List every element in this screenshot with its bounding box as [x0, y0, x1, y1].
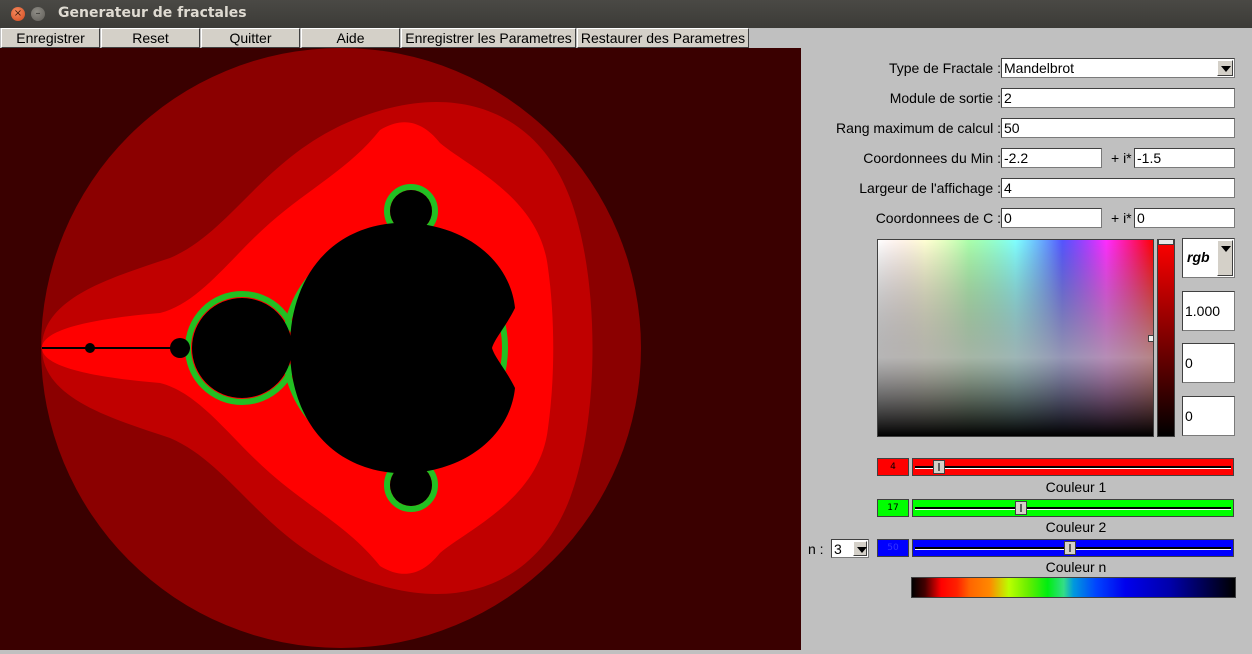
- fractal-canvas[interactable]: [0, 48, 801, 650]
- color-cursor[interactable]: [1148, 335, 1153, 342]
- slider-track: [915, 507, 1231, 510]
- value-slider-thumb[interactable]: [1158, 239, 1174, 245]
- escape-field[interactable]: 2: [1001, 88, 1235, 108]
- restore-params-button[interactable]: Restaurer des Parametres: [577, 28, 749, 48]
- toolbar: Enregistrer Reset Quitter Aide Enregistr…: [0, 28, 1252, 48]
- n-value: 3: [834, 541, 842, 557]
- mandelbrot-set: [42, 190, 515, 506]
- escape-label: Module de sortie :: [889, 90, 1001, 106]
- chevron-down-icon[interactable]: [853, 541, 867, 556]
- color-overlay: [878, 240, 1153, 436]
- slider-track: [915, 466, 1231, 469]
- color2-value: 17: [877, 499, 909, 517]
- chevron-down-icon[interactable]: [1217, 60, 1233, 76]
- window-title: Generateur de fractales: [58, 5, 247, 21]
- width-label: Largeur de l'affichage :: [859, 180, 1001, 196]
- color1-slider-thumb[interactable]: [933, 460, 945, 474]
- save-button[interactable]: Enregistrer: [1, 28, 100, 48]
- save-params-button[interactable]: Enregistrer les Parametres: [401, 28, 576, 48]
- min-re-field[interactable]: -2.2: [1001, 148, 1102, 168]
- green-field[interactable]: 0: [1182, 343, 1235, 383]
- title-bar[interactable]: × – Generateur de fractales: [0, 0, 1252, 28]
- mandelbrot-render: [0, 48, 801, 650]
- color-n-slider[interactable]: [912, 539, 1234, 557]
- color1-value: 4: [877, 458, 909, 476]
- width-field[interactable]: 4: [1001, 178, 1235, 198]
- chevron-down-icon[interactable]: [1217, 240, 1233, 276]
- quit-button[interactable]: Quitter: [201, 28, 300, 48]
- parameter-panel: Type de Fractale : Mandelbrot Module de …: [801, 48, 1252, 650]
- plus-i-label: + i*: [1111, 150, 1132, 166]
- c-coord-label: Coordonnees de C :: [875, 210, 1001, 226]
- plus-i-label-c: + i*: [1111, 210, 1132, 226]
- c-re-field[interactable]: 0: [1001, 208, 1102, 228]
- min-coord-label: Coordonnees du Min :: [863, 150, 1001, 166]
- red-field[interactable]: 1.000: [1182, 291, 1235, 331]
- blue-field[interactable]: 0: [1182, 396, 1235, 436]
- n-select[interactable]: 3: [831, 539, 869, 558]
- color-n-slider-thumb[interactable]: [1064, 541, 1076, 555]
- value-slider[interactable]: [1157, 239, 1175, 437]
- help-button[interactable]: Aide: [301, 28, 400, 48]
- reset-button[interactable]: Reset: [101, 28, 200, 48]
- color-mode-value: rgb: [1187, 249, 1210, 265]
- n-label: n :: [808, 541, 824, 557]
- color1-slider[interactable]: [912, 458, 1234, 476]
- palette-preview: [911, 577, 1236, 598]
- color1-caption: Couleur 1: [1045, 479, 1107, 495]
- c-im-field[interactable]: 0: [1134, 208, 1235, 228]
- color-mode-select[interactable]: rgb: [1182, 238, 1235, 278]
- fractal-type-value: Mandelbrot: [1004, 60, 1075, 76]
- color2-slider-thumb[interactable]: [1015, 501, 1027, 515]
- max-iter-field[interactable]: 50: [1001, 118, 1235, 138]
- color-n-value: 50: [877, 539, 909, 557]
- color2-caption: Couleur 2: [1045, 519, 1107, 535]
- color2-slider[interactable]: [912, 499, 1234, 517]
- close-icon[interactable]: ×: [11, 7, 25, 21]
- fractal-type-label: Type de Fractale :: [888, 60, 1001, 76]
- minimize-icon[interactable]: –: [31, 7, 45, 21]
- color-saturation-area[interactable]: [877, 239, 1154, 437]
- min-im-field[interactable]: -1.5: [1134, 148, 1235, 168]
- max-iter-label: Rang maximum de calcul :: [836, 120, 1001, 136]
- color-n-caption: Couleur n: [1045, 559, 1107, 575]
- fractal-type-select[interactable]: Mandelbrot: [1001, 58, 1235, 78]
